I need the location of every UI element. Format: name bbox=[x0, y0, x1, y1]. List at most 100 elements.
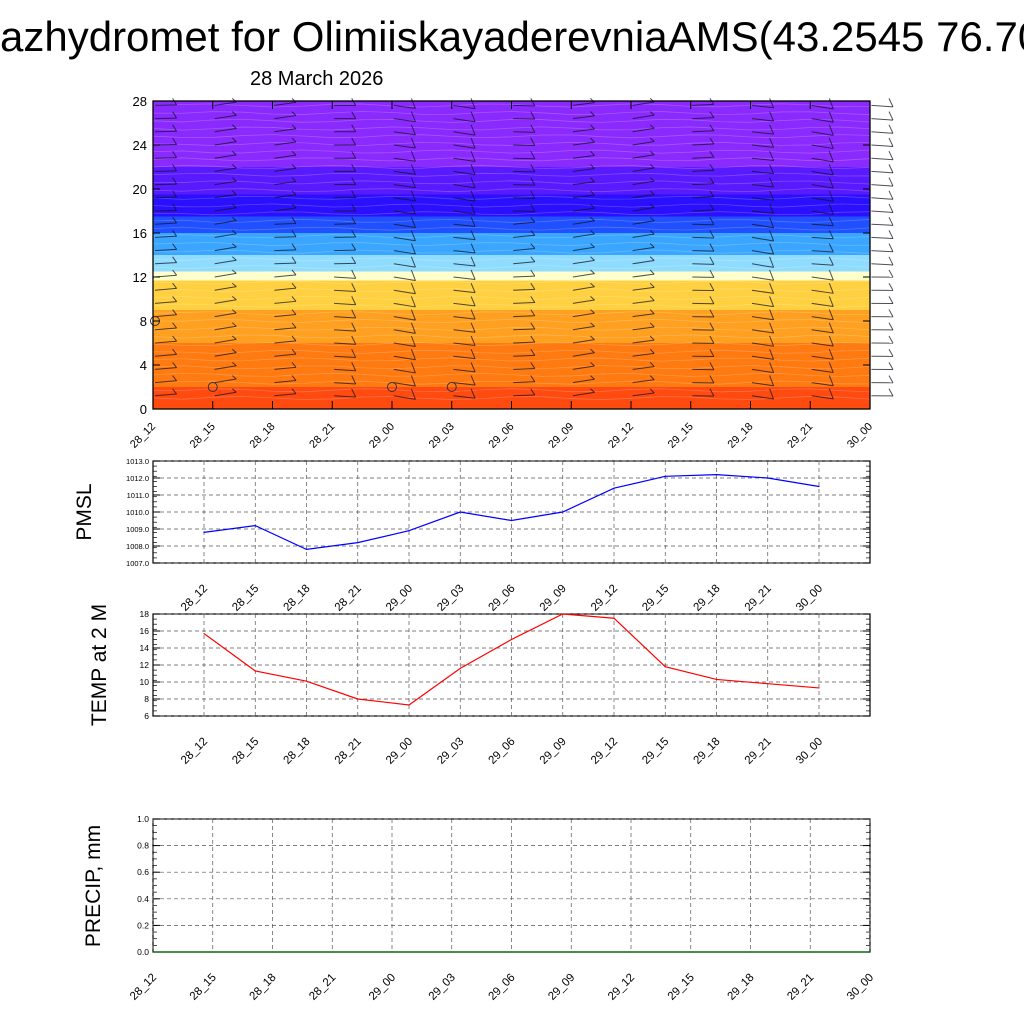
wind-barb bbox=[453, 329, 476, 333]
data-point bbox=[459, 667, 461, 670]
wind-barb bbox=[513, 118, 535, 120]
x-tick-label: 29_03 bbox=[427, 421, 457, 451]
wind-barb-feather bbox=[470, 98, 476, 109]
wind-barb-feather bbox=[470, 111, 476, 123]
data-point bbox=[459, 511, 461, 513]
data-point bbox=[510, 638, 513, 641]
x-tick-label: 29_18 bbox=[726, 972, 757, 1003]
wind-barb-feather bbox=[590, 348, 595, 354]
x-tick-label: 29_12 bbox=[606, 421, 636, 451]
data-point bbox=[630, 951, 632, 953]
wind-barb-feather bbox=[351, 98, 357, 106]
contour-line bbox=[152, 295, 871, 300]
wind-barb-feather bbox=[828, 137, 834, 149]
wind-barb-feather bbox=[769, 203, 775, 214]
wind-barb-feather bbox=[410, 335, 416, 347]
calm-marker bbox=[207, 382, 218, 392]
data-point bbox=[715, 678, 718, 681]
data-point bbox=[357, 542, 359, 544]
wind-barb-feather bbox=[888, 362, 894, 370]
wind-barb bbox=[274, 167, 297, 172]
wind-barb-feather bbox=[769, 230, 775, 242]
wind-barb bbox=[274, 181, 297, 186]
wind-barb-feather bbox=[351, 296, 357, 305]
wind-barb-feather bbox=[172, 137, 178, 145]
wind-barb-feather bbox=[530, 137, 536, 146]
wind-barb-feather bbox=[231, 309, 237, 314]
wind-barb bbox=[692, 263, 714, 265]
y-tick-label: 20 bbox=[133, 182, 147, 197]
wind-barb bbox=[453, 118, 476, 123]
data-point bbox=[203, 632, 205, 635]
wind-barb bbox=[154, 380, 177, 384]
wind-barb-feather bbox=[351, 124, 357, 133]
wind-barb-feather bbox=[172, 164, 178, 172]
wind-barb-feather bbox=[828, 349, 834, 360]
wind-barb-feather bbox=[590, 177, 595, 183]
wind-barb bbox=[214, 312, 237, 318]
wind-barb-feather bbox=[291, 269, 297, 276]
wind-barb bbox=[871, 223, 894, 226]
wind-barb bbox=[453, 395, 476, 399]
data-point bbox=[271, 951, 274, 953]
wind-barb bbox=[751, 184, 774, 188]
y-tick-label: 10 bbox=[140, 677, 150, 687]
wind-barb bbox=[154, 393, 177, 397]
wind-barb bbox=[154, 222, 177, 225]
wind-barb-feather bbox=[888, 124, 894, 134]
contour-line bbox=[152, 111, 871, 116]
wind-barb-feather bbox=[709, 375, 715, 384]
wind-barb-feather bbox=[530, 296, 536, 303]
wind-barb bbox=[154, 367, 177, 370]
wind-barb-feather bbox=[709, 348, 715, 357]
wind-barb-feather bbox=[649, 137, 655, 142]
wind-barb bbox=[154, 314, 177, 318]
wind-barb bbox=[334, 302, 356, 306]
x-tick-label: 28_12 bbox=[179, 583, 210, 614]
wind-barb-feather bbox=[590, 111, 595, 117]
wind-barb-feather bbox=[888, 388, 894, 397]
wind-barb-feather bbox=[888, 203, 894, 213]
wind-barb-feather bbox=[888, 256, 894, 266]
wind-barb-feather bbox=[590, 362, 595, 367]
wind-barb bbox=[692, 183, 714, 186]
x-tick-label: 29_09 bbox=[546, 972, 577, 1003]
wind-barb-feather bbox=[769, 309, 775, 320]
wind-barb-feather bbox=[410, 164, 416, 175]
data-point bbox=[451, 951, 453, 953]
x-tick-label: 28_12 bbox=[128, 972, 159, 1003]
wind-barb bbox=[453, 316, 476, 320]
wind-barb bbox=[811, 355, 834, 360]
y-tick-label: 18 bbox=[140, 609, 150, 619]
wind-barb-feather bbox=[590, 216, 595, 222]
wind-barb-feather bbox=[530, 216, 536, 223]
wind-barb-feather bbox=[590, 150, 595, 156]
wind-barb-feather bbox=[530, 256, 536, 263]
wind-barb bbox=[811, 184, 834, 189]
contour-line bbox=[152, 372, 871, 377]
wind-barb bbox=[751, 355, 774, 360]
wind-barb-feather bbox=[470, 388, 476, 399]
y-tick-label: 0.2 bbox=[137, 920, 149, 930]
wind-barb bbox=[572, 391, 595, 397]
data-point bbox=[391, 951, 393, 953]
data-point bbox=[357, 698, 359, 700]
wind-barb-feather bbox=[530, 362, 536, 369]
wind-barb bbox=[214, 180, 237, 186]
wind-barb bbox=[214, 272, 237, 278]
wind-barb bbox=[214, 233, 237, 238]
y-tick-label: 16 bbox=[140, 626, 150, 636]
wind-barb-feather bbox=[769, 388, 775, 400]
wind-barb-feather bbox=[410, 230, 416, 241]
wind-barb bbox=[274, 314, 297, 318]
wind-barb-feather bbox=[590, 296, 595, 301]
wind-barb bbox=[154, 209, 177, 212]
wind-barb bbox=[453, 131, 476, 136]
wind-barb bbox=[274, 287, 297, 291]
wind-barb bbox=[871, 263, 894, 266]
wind-barb bbox=[154, 353, 177, 357]
data-point bbox=[715, 474, 718, 476]
wind-barb-feather bbox=[470, 177, 476, 189]
x-tick-label: 28_18 bbox=[248, 972, 279, 1003]
wind-barb bbox=[453, 382, 476, 386]
